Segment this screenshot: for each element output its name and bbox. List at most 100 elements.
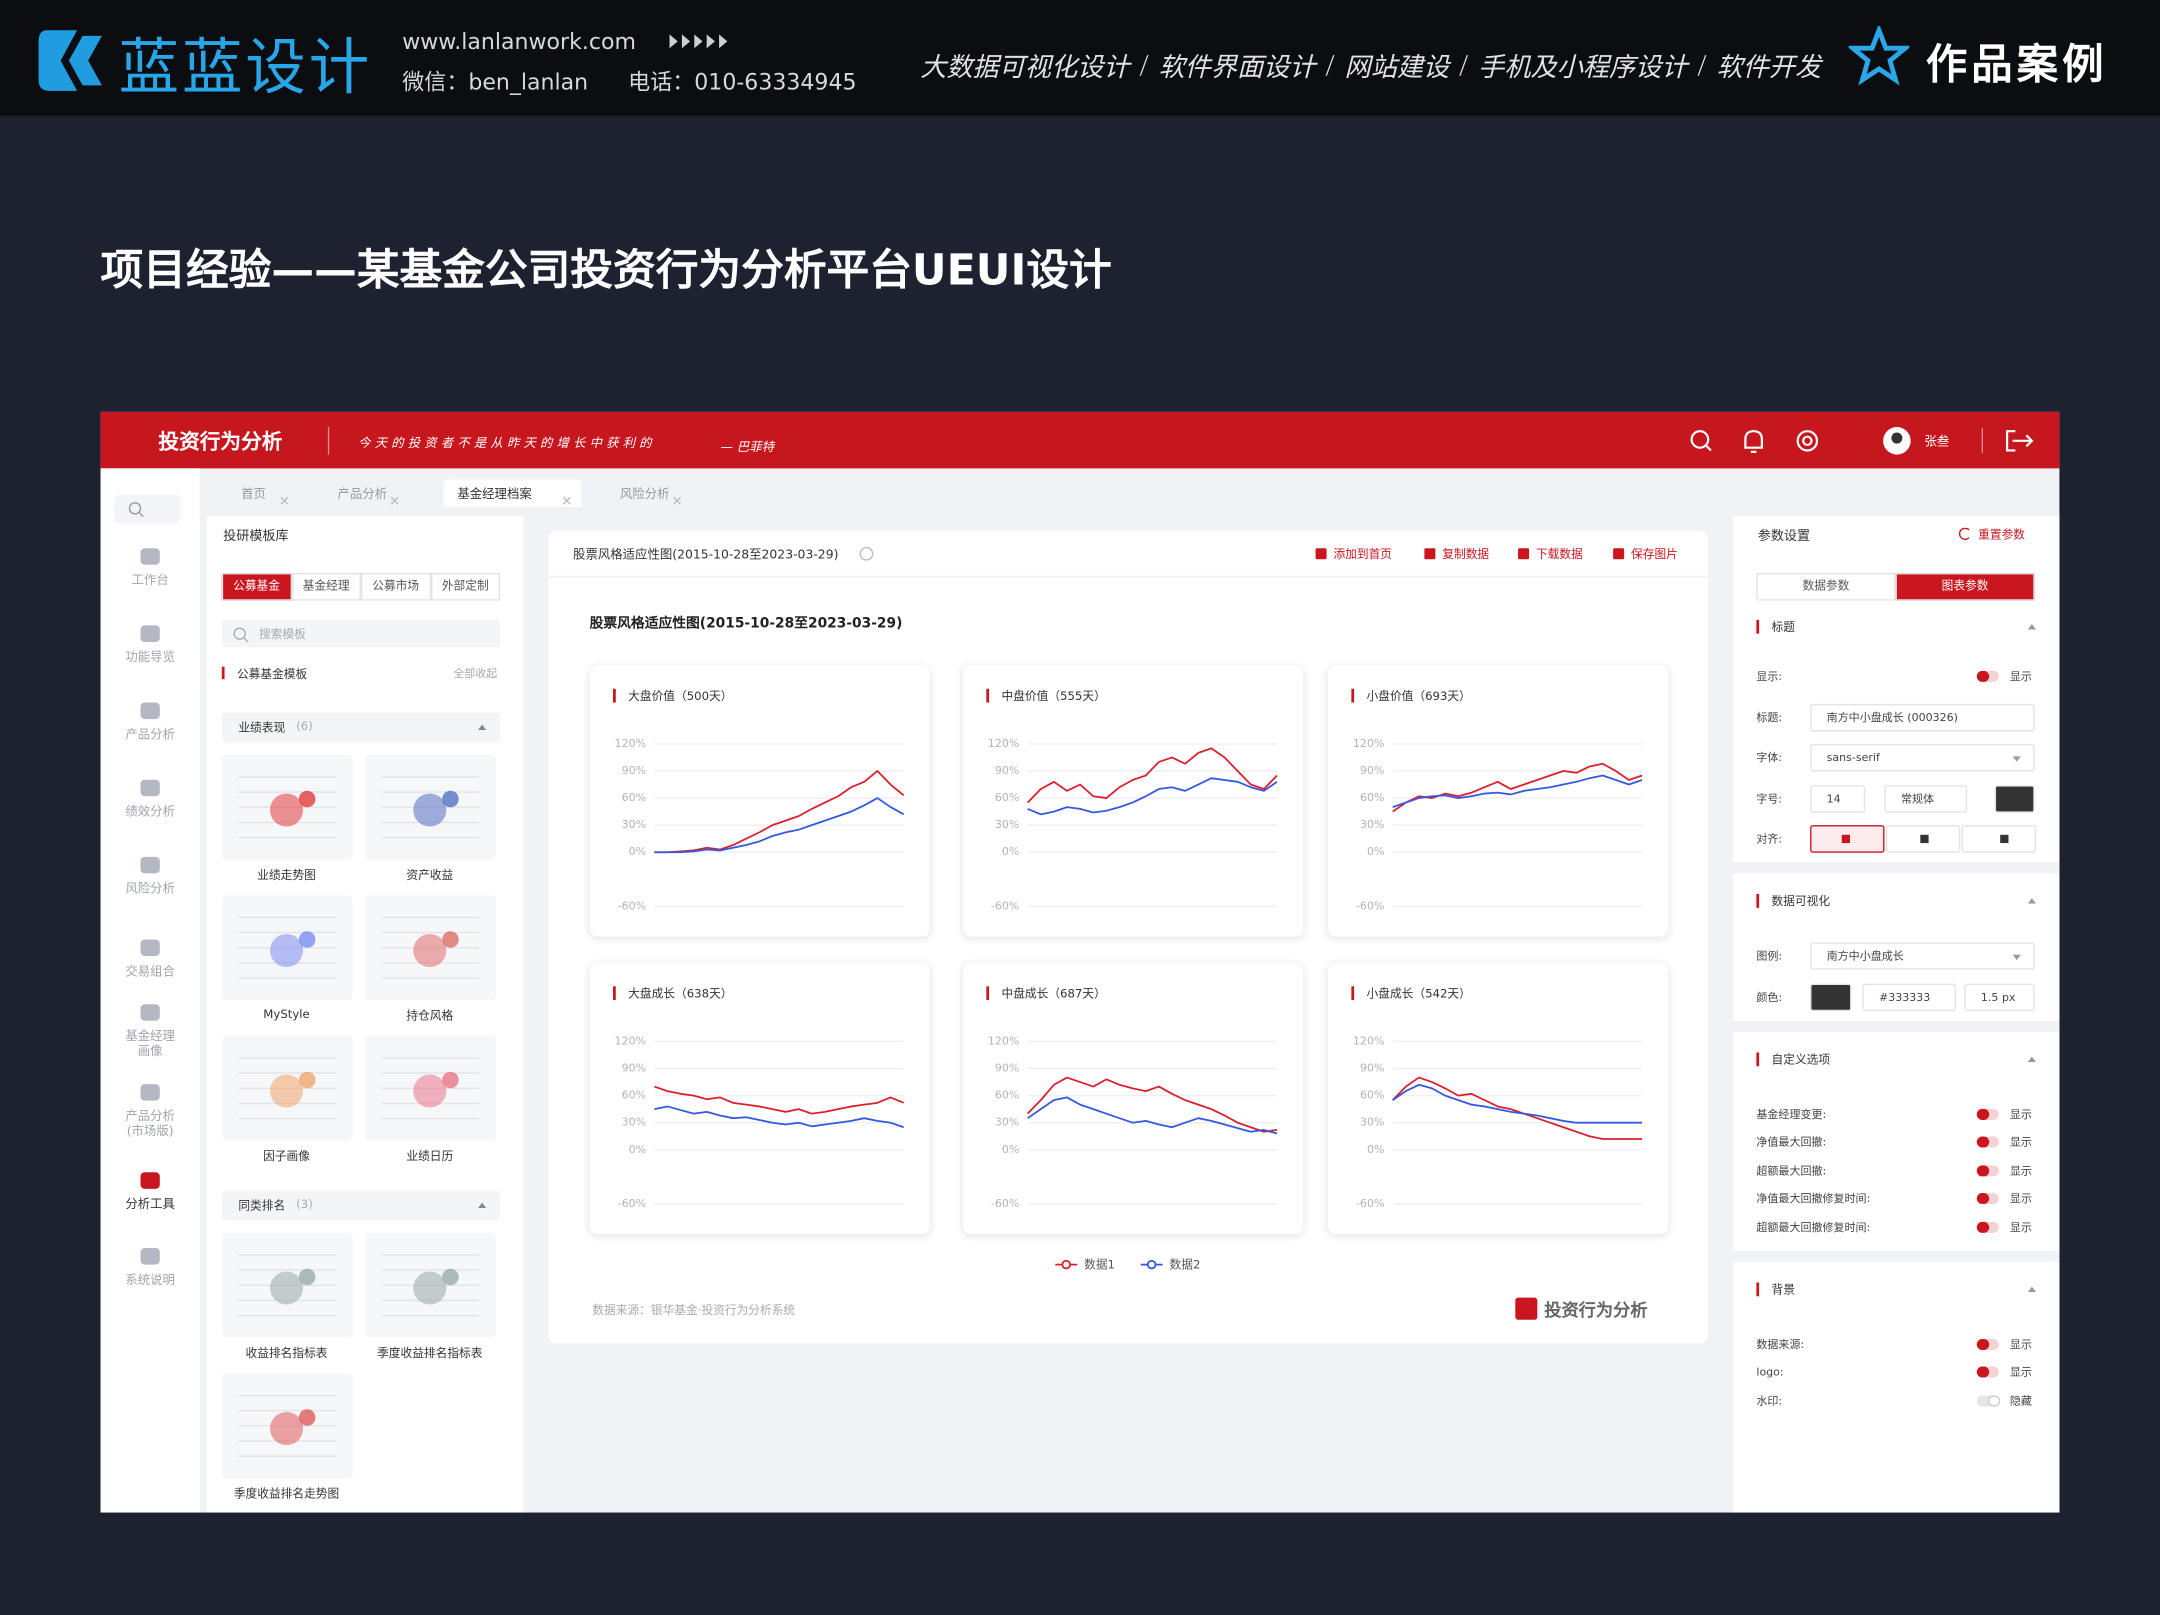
align-button[interactable] bbox=[1810, 825, 1885, 853]
toggle[interactable] bbox=[1976, 1221, 1999, 1233]
nav-label[interactable]: 功能导览 bbox=[125, 651, 175, 666]
toggle[interactable] bbox=[1976, 1366, 1999, 1378]
template-thumb[interactable] bbox=[221, 1035, 353, 1141]
toggle[interactable] bbox=[1976, 670, 1999, 682]
template-thumb[interactable] bbox=[365, 754, 496, 860]
action[interactable]: 保存图片 bbox=[1631, 548, 1678, 563]
tab-close bbox=[388, 486, 400, 505]
y-tick-label: 120% bbox=[615, 1034, 647, 1047]
toggle[interactable] bbox=[1976, 1394, 2001, 1406]
template-thumb[interactable] bbox=[221, 1232, 353, 1338]
service[interactable]: 大数据可视化设计 bbox=[920, 51, 1130, 82]
select-text: sans-serif bbox=[1826, 751, 1880, 764]
nav-search[interactable] bbox=[114, 494, 181, 524]
service[interactable]: 软件开发 bbox=[1716, 51, 1822, 82]
card-mark bbox=[1351, 688, 1355, 703]
cases[interactable]: 作品案例 bbox=[1925, 41, 2108, 90]
nav-label[interactable]: 绩效分析 bbox=[125, 805, 175, 820]
nav-label[interactable]: 基金经理画像 bbox=[125, 1030, 175, 1060]
chart: 120% 90% 60% 30% 0% -60% bbox=[615, 737, 905, 912]
slogan: 今天的投资者不是从昨天的增长中获利的 bbox=[358, 437, 656, 452]
nav-label[interactable]: 交易组合 bbox=[125, 965, 175, 980]
collapse-all[interactable]: 全部收起 bbox=[453, 667, 498, 680]
section-name: 背景 bbox=[1771, 1283, 1795, 1297]
font-color[interactable] bbox=[1994, 784, 2035, 813]
action[interactable]: 复制数据 bbox=[1442, 548, 1490, 563]
template-thumb[interactable] bbox=[365, 1232, 496, 1338]
nav-icon bbox=[140, 625, 160, 642]
template-thumb[interactable] bbox=[221, 895, 353, 1001]
y-tick-label: -60% bbox=[618, 899, 646, 912]
library-tab[interactable]: 外部定制 bbox=[430, 573, 501, 601]
action[interactable]: 添加到首页 bbox=[1333, 548, 1393, 563]
toggle[interactable] bbox=[1976, 1164, 1999, 1176]
y-tick-label: -60% bbox=[1356, 1197, 1384, 1210]
legend-label[interactable]: 数据1 bbox=[1084, 1259, 1116, 1273]
wechat: 微信：ben_lanlan bbox=[402, 68, 589, 96]
library-tab[interactable]: 公募市场 bbox=[360, 573, 431, 601]
weight-select[interactable]: 常规体 bbox=[1884, 784, 1968, 813]
toggle[interactable] bbox=[1976, 1192, 1999, 1204]
size-input[interactable]: 14 bbox=[1810, 784, 1866, 813]
legend-label[interactable]: 数据2 bbox=[1169, 1259, 1201, 1273]
legend-dot bbox=[1061, 1259, 1071, 1270]
group-header[interactable]: 同类排名 (3) bbox=[221, 1190, 501, 1221]
align-button[interactable] bbox=[1885, 825, 1961, 853]
template-thumb[interactable] bbox=[365, 895, 496, 1001]
toggle-knob bbox=[1976, 1221, 1990, 1233]
nav-label[interactable]: 产品分析(市场版) bbox=[125, 1110, 175, 1140]
settings-tab[interactable]: 数据参数 bbox=[1756, 573, 1896, 601]
template-thumb[interactable] bbox=[221, 1373, 353, 1479]
tab[interactable]: 首页 bbox=[227, 479, 299, 507]
select[interactable]: 南方中小盘成长 bbox=[1810, 942, 2035, 970]
row-label: logo: bbox=[1756, 1365, 1784, 1379]
card-mark bbox=[1351, 986, 1355, 1001]
panel-title: 股票风格适应性图(2015-10-28至2023-03-29) bbox=[573, 548, 839, 563]
tab[interactable]: 风险分析 bbox=[606, 479, 691, 507]
reset[interactable]: 重置参数 bbox=[1978, 528, 2026, 543]
nav-label[interactable]: 分析工具 bbox=[125, 1198, 175, 1213]
nav-label[interactable]: 风险分析 bbox=[125, 883, 175, 897]
group-name: 同类排名 bbox=[238, 1199, 286, 1214]
toggle-text: 显示 bbox=[2009, 1107, 2032, 1120]
template-thumb[interactable] bbox=[365, 1035, 496, 1141]
chart-card: 小盘成长（542天） 120% 90% 60% 30% 0% -60% bbox=[1327, 962, 1669, 1235]
toggle[interactable] bbox=[1976, 1108, 1999, 1120]
thumb-shape bbox=[413, 793, 447, 827]
library-tab[interactable]: 公募基金 bbox=[221, 573, 292, 601]
user-name[interactable]: 张叁 bbox=[1924, 435, 1950, 450]
tab-close bbox=[278, 486, 290, 505]
nav-icon bbox=[140, 1172, 160, 1189]
settings-tab[interactable]: 图表参数 bbox=[1895, 573, 2035, 601]
tab[interactable]: 基金经理档案 bbox=[443, 479, 582, 507]
nav-label[interactable]: 产品分析 bbox=[125, 728, 175, 743]
service[interactable]: 软件界面设计 bbox=[1158, 51, 1316, 82]
color-swatch[interactable] bbox=[1810, 982, 1852, 1011]
template-thumb[interactable] bbox=[221, 754, 353, 860]
row-label: 数据来源: bbox=[1756, 1337, 1805, 1350]
text-input-text: 南方中小盘成长 (000326) bbox=[1826, 710, 1958, 724]
align-button[interactable] bbox=[1961, 825, 2037, 853]
width-input[interactable]: 1.5 px bbox=[1964, 982, 2035, 1011]
y-tick-label: 120% bbox=[988, 737, 1019, 750]
toggle-knob bbox=[1976, 1192, 1990, 1204]
template-label: 业绩日历 bbox=[406, 1150, 454, 1165]
service[interactable]: 手机及小程序设计 bbox=[1478, 51, 1688, 82]
chart: 120% 90% 60% 30% 0% -60% bbox=[615, 1034, 905, 1210]
nav-label[interactable]: 工作台 bbox=[131, 574, 169, 589]
tab[interactable]: 产品分析 bbox=[324, 479, 409, 507]
search-box[interactable]: 搜索模板 bbox=[221, 619, 501, 648]
color-input[interactable]: #333333 bbox=[1862, 982, 1957, 1011]
select[interactable]: sans-serif bbox=[1810, 743, 2035, 772]
group-header[interactable]: 业绩表现 (6) bbox=[221, 712, 501, 743]
row-label: 超额最大回撤修复时间: bbox=[1756, 1220, 1871, 1233]
nav-label[interactable]: 系统说明 bbox=[125, 1274, 175, 1289]
toggle[interactable] bbox=[1976, 1338, 1999, 1350]
text-input[interactable]: 南方中小盘成长 (000326) bbox=[1810, 703, 2035, 731]
thumb-shape bbox=[298, 1409, 316, 1426]
divider bbox=[327, 427, 330, 455]
action[interactable]: 下载数据 bbox=[1535, 548, 1583, 563]
service[interactable]: 网站建设 bbox=[1344, 51, 1450, 82]
toggle[interactable] bbox=[1976, 1136, 1999, 1148]
library-tab[interactable]: 基金经理 bbox=[291, 573, 361, 601]
